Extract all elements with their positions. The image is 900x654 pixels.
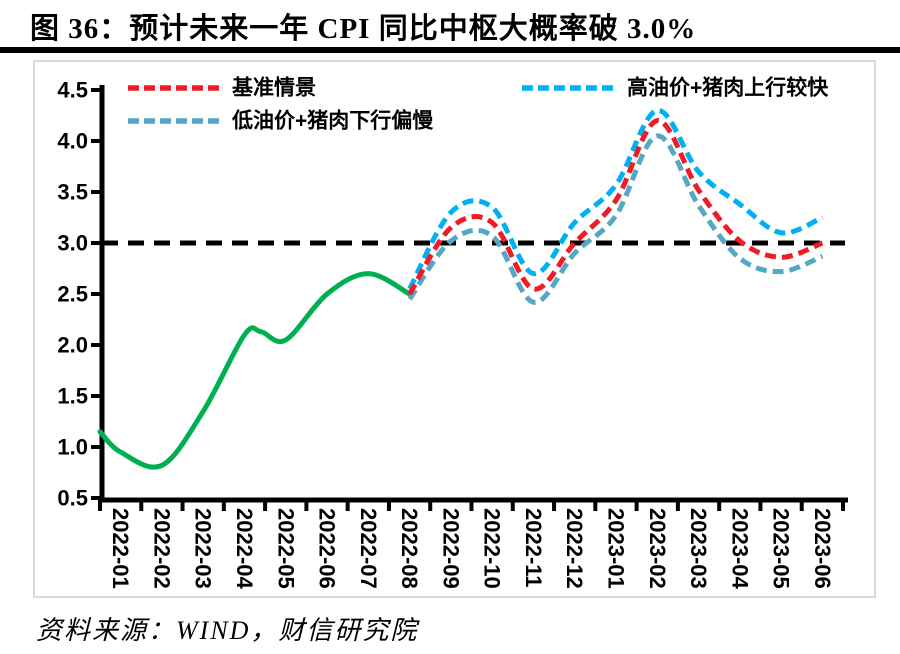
y-tick-label: 1.0 (57, 435, 88, 460)
x-tick-label: 2022-06 (315, 508, 340, 589)
series-low_oil-line (407, 133, 824, 305)
x-tick-label: 2022-10 (480, 508, 505, 589)
y-tick-label: 3.0 (57, 231, 88, 256)
x-tick-label: 2023-05 (769, 508, 794, 589)
x-tick-label: 2023-02 (645, 508, 670, 589)
legend-item-high_oil: 高油价+猪肉上行较快 (522, 76, 829, 100)
x-tick-label: 2022-08 (397, 508, 422, 589)
x-tick-label: 2022-05 (273, 508, 298, 589)
y-tick-label: 4.0 (57, 129, 88, 154)
chart-svg: 0.5 1.0 1.5 2.0 2.5 3.0 3.5 4.0 4.5 2022-01 2022-0… (57, 76, 848, 590)
x-tick-label: 2022-07 (356, 508, 381, 589)
x-tick-label: 2023-04 (727, 508, 752, 590)
x-tick-label: 2022-12 (562, 508, 587, 589)
x-tick-label: 2022-11 (521, 508, 546, 588)
series-historical-line (97, 271, 413, 470)
y-tick-label: 2.5 (57, 282, 88, 307)
x-tick-label: 2022-02 (149, 508, 174, 589)
x-tick-label: 2022-01 (108, 508, 133, 589)
source-note: 资料来源：WIND，财信研究院 (36, 616, 419, 645)
title-rule (0, 47, 900, 53)
x-tick-label: 2022-03 (191, 508, 216, 589)
series-baseline-line (407, 118, 824, 296)
x-tick-label: 2022-04 (232, 508, 257, 590)
y-tick-label: 4.5 (57, 78, 88, 103)
legend-label-baseline: 基准情景 (232, 76, 316, 100)
legend-label-low_oil: 低油价+猪肉下行偏慢 (231, 109, 434, 133)
legend-item-low_oil: 低油价+猪肉下行偏慢 (128, 109, 434, 133)
x-tick-label: 2023-03 (686, 508, 711, 589)
y-tick-label: 2.0 (57, 333, 88, 358)
y-tick-label: 0.5 (57, 486, 88, 511)
legend-item-baseline: 基准情景 (128, 76, 316, 100)
x-tick-label: 2023-06 (810, 508, 835, 589)
x-tick-label: 2022-09 (438, 508, 463, 589)
figure-title: 图 36：预计未来一年 CPI 同比中枢大概率破 3.0% (30, 13, 697, 45)
x-tick-label: 2023-01 (604, 508, 629, 589)
y-tick-label: 1.5 (57, 384, 88, 409)
chart-panel: 0.5 1.0 1.5 2.0 2.5 3.0 3.5 4.0 4.5 2022-01 2022-0… (33, 60, 876, 598)
y-tick-label: 3.5 (57, 180, 88, 205)
legend-label-high_oil: 高油价+猪肉上行较快 (627, 76, 829, 100)
